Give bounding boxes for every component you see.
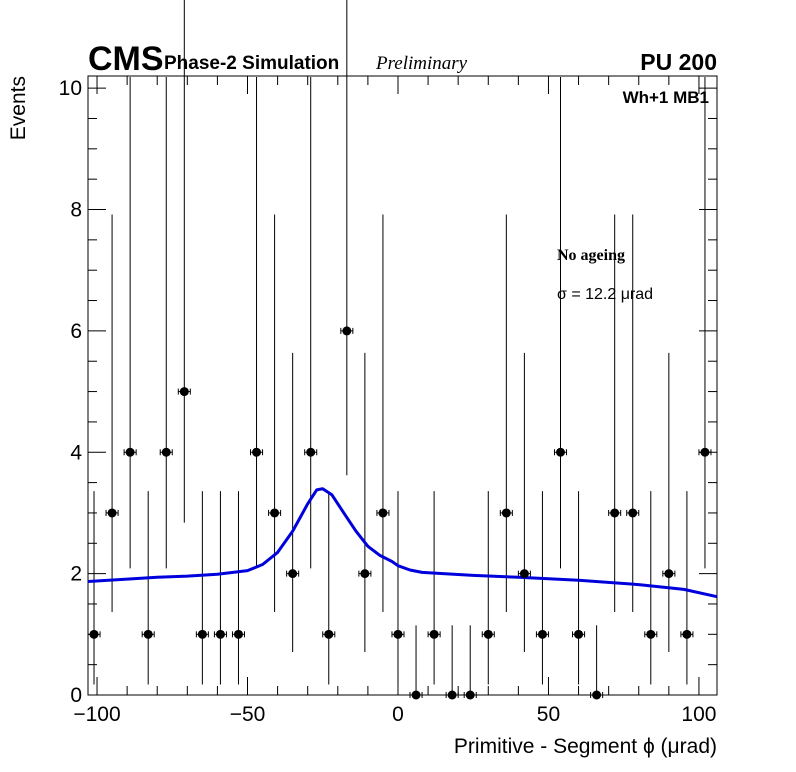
data-point (252, 447, 262, 457)
data-point (628, 508, 638, 518)
data-point (107, 508, 117, 518)
data-point (501, 508, 511, 518)
x-tick-label: −50 (230, 703, 266, 726)
data-point (411, 690, 421, 700)
data-point (360, 569, 370, 579)
data-point (270, 508, 280, 518)
data-point (233, 629, 243, 639)
x-tick-label: −100 (73, 703, 120, 726)
x-axis-title: Primitive - Segment ϕ (μrad) (454, 735, 717, 758)
legend-title: No ageing (557, 247, 625, 264)
data-point (306, 447, 316, 457)
x-tick-label: 50 (537, 703, 560, 726)
axes-layer: −100 −50 0 50 100 0 2 4 6 8 10 (59, 76, 717, 726)
data-point (519, 569, 529, 579)
data-point (610, 508, 620, 518)
y-tick-label: 10 (59, 77, 82, 100)
data-point (393, 629, 403, 639)
data-point (556, 447, 566, 457)
fit-curve (87, 487, 718, 599)
data-point (447, 690, 457, 700)
y-axis-title: Events (7, 76, 30, 140)
x-tick-label: 0 (392, 703, 404, 726)
data-point (429, 629, 439, 639)
data-point (465, 690, 475, 700)
data-point (143, 629, 153, 639)
y-tick-label: 8 (70, 199, 82, 222)
data-point (574, 629, 584, 639)
data-point (89, 629, 99, 639)
fit-layer (87, 487, 718, 599)
points-layer (89, 326, 710, 700)
y-tick-label: 4 (70, 441, 82, 464)
data-point (161, 447, 171, 457)
subtitle-label: Phase-2 Simulation (164, 53, 339, 74)
y-tick-label: 2 (70, 563, 82, 586)
cms-label: CMS (88, 40, 164, 78)
data-point (125, 447, 135, 457)
data-point (197, 629, 207, 639)
y-tick-label: 6 (70, 320, 82, 343)
data-point (324, 629, 334, 639)
preliminary-label: Preliminary (375, 53, 468, 74)
data-point (537, 629, 547, 639)
data-point (483, 629, 493, 639)
data-point (646, 629, 656, 639)
plot-frame (87, 75, 718, 696)
errorbar-layer (87, 0, 712, 698)
y-tick-label: 0 (70, 684, 82, 707)
data-point (664, 569, 674, 579)
x-tick-label: 100 (681, 703, 716, 726)
legend-sigma: σ = 12.2 μrad (557, 286, 653, 303)
data-point (179, 387, 189, 397)
data-point (700, 447, 710, 457)
data-point (378, 508, 388, 518)
data-point (682, 629, 692, 639)
data-point (288, 569, 298, 579)
data-point (342, 326, 352, 336)
data-point (592, 690, 602, 700)
pileup-label: PU 200 (640, 49, 717, 75)
panel-label: Wh+1 MB1 (623, 88, 709, 107)
data-point (215, 629, 225, 639)
